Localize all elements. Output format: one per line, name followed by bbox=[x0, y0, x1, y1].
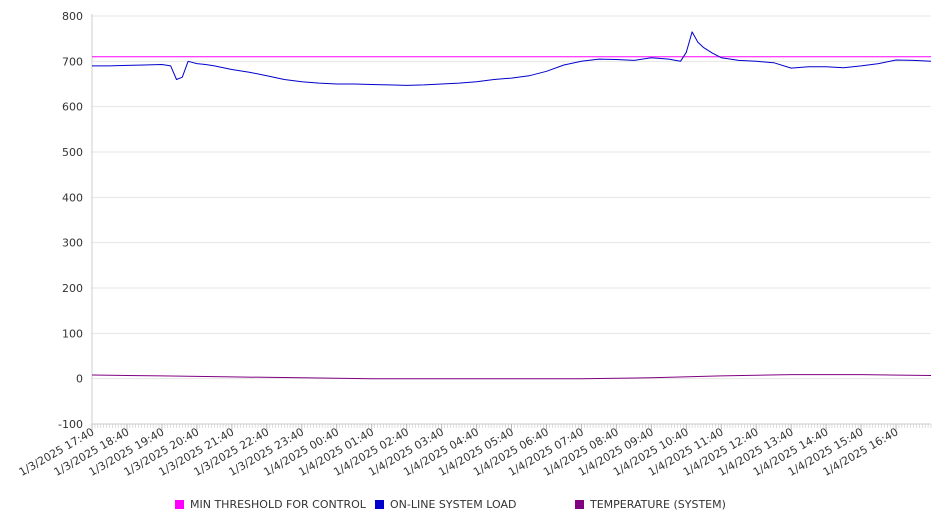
legend-swatch-min-threshold bbox=[175, 500, 184, 509]
y-tick-label: 600 bbox=[62, 101, 83, 114]
legend-label-min-threshold: MIN THRESHOLD FOR CONTROL bbox=[190, 498, 366, 511]
legend-swatch-system-load bbox=[375, 500, 384, 509]
y-tick-label: 100 bbox=[62, 327, 83, 340]
y-tick-label: 400 bbox=[62, 191, 83, 204]
y-tick-label: 0 bbox=[76, 373, 83, 386]
legend-item-system-load: ON-LINE SYSTEM LOAD bbox=[375, 498, 516, 511]
y-tick-label: 500 bbox=[62, 146, 83, 159]
y-tick-label: 800 bbox=[62, 10, 83, 23]
legend-label-system-load: ON-LINE SYSTEM LOAD bbox=[390, 498, 517, 511]
legend-item-min-threshold: MIN THRESHOLD FOR CONTROL bbox=[175, 498, 366, 511]
legend-label-temperature: TEMPERATURE (SYSTEM) bbox=[590, 498, 726, 511]
legend-item-temperature: TEMPERATURE (SYSTEM) bbox=[575, 498, 726, 511]
x-tick-labels: 1/3/2025 17:401/3/2025 18:401/3/2025 19:… bbox=[17, 425, 901, 479]
y-tick-label: 700 bbox=[62, 55, 83, 68]
grid-lines bbox=[92, 15, 931, 425]
series-lines bbox=[91, 31, 932, 380]
legend: MIN THRESHOLD FOR CONTROL ON-LINE SYSTEM… bbox=[0, 498, 946, 514]
y-tick-label: 200 bbox=[62, 282, 83, 295]
y-tick-label: -100 bbox=[58, 418, 83, 431]
y-tick-label: 300 bbox=[62, 237, 83, 250]
y-tick-labels: 800 700 600 500 400 300 200 100 0 -100 bbox=[58, 10, 83, 431]
series-line-temperature-system bbox=[91, 374, 932, 380]
axes bbox=[91, 14, 932, 430]
legend-swatch-temperature bbox=[575, 500, 584, 509]
series-line-on-line-system-load bbox=[92, 31, 932, 86]
